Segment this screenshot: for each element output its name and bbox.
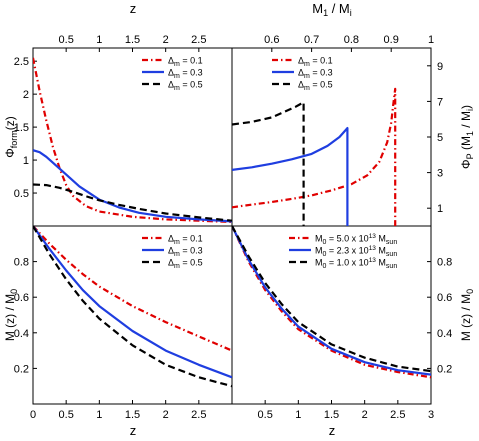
x-tick-label: 1: [428, 34, 434, 46]
y-tick-label: 0.6: [437, 292, 452, 304]
series-line-1: [33, 226, 232, 352]
y-tick-label: 1: [437, 203, 443, 215]
x-tick-label: 2.5: [390, 409, 405, 421]
series-line-2: [33, 226, 232, 379]
top-right-axis-title-main: M: [312, 1, 323, 16]
panel-top-right: 0.6 0.7 0.8 0.9 1 1 3 5 7 9 Δm = 0.1Δm = 0.3Δm = 0…: [232, 34, 443, 226]
x-tick-label: 2: [163, 409, 169, 421]
y-tick-label: 0.2: [437, 363, 452, 375]
x-tick-label: 1: [295, 409, 301, 421]
y-tick-label: 5: [437, 132, 443, 144]
x-tick-label: 1: [96, 34, 102, 46]
series-line-3: [33, 226, 232, 388]
panel-bottom-right: 0.5 1 1.5 2 2.5 3 0.2 0.4 0.6 0.8 M0 = 5.0 x 1013 …: [232, 226, 452, 421]
top-left-axis-title: z: [130, 1, 137, 16]
legend-label: Δm = 0.1: [298, 56, 333, 69]
legend-top-left: Δm = 0.1Δm = 0.3Δm = 0.5: [142, 56, 203, 93]
series-line-1: [33, 57, 232, 224]
legend-bottom-left: Δm = 0.1Δm = 0.3Δm = 0.5: [142, 234, 203, 271]
y-tick-label: 0.5: [14, 188, 29, 200]
legend-label: M0 = 2.3 x 1013 Msun: [315, 245, 397, 258]
x-tick-label: 0.5: [59, 34, 74, 46]
x-tick-label: 0.9: [384, 34, 399, 46]
y-tick-label: 2: [23, 89, 29, 101]
legend-label: Δm = 0.3: [168, 246, 203, 259]
top-right-axis-title-sub-den: i: [350, 8, 352, 18]
x-tick-label: 1: [96, 409, 102, 421]
top-right-axis-title-sep: / M: [328, 1, 350, 16]
top-right-axis-title-sub-num: 1: [323, 8, 328, 18]
legend-label: Δm = 0.5: [168, 80, 203, 93]
y-tick-label: 0.8: [14, 257, 29, 269]
x-tick-label: 1.5: [324, 409, 339, 421]
series-line-3: [33, 183, 232, 222]
x-tick-label: 2: [163, 34, 169, 46]
y-tick-label: 1: [23, 155, 29, 167]
y-tick-label: 3: [437, 168, 443, 180]
y-tick-label: 1.5: [14, 122, 29, 134]
legend-label: Δm = 0.5: [298, 80, 333, 93]
legend-label: M0 = 5.0 x 1013 Msun: [315, 233, 397, 246]
legend-label: Δm = 0.3: [168, 68, 203, 81]
series-line-2: [232, 127, 349, 226]
x-tick-label: 0.6: [264, 34, 279, 46]
series-line-2: [232, 226, 431, 376]
x-tick-label: 2: [362, 409, 368, 421]
x-tick-label: 0.7: [304, 34, 319, 46]
legend-label: Δm = 0.1: [168, 56, 203, 69]
panel-top-left: 0.5 1 1.5 2 2.5 0.5 1 1.5 2 2.5 Δm = 0.1Δm = 0.3Δm…: [14, 34, 232, 224]
y-tick-label: 0.6: [14, 292, 29, 304]
x-tick-label: 0.5: [59, 409, 74, 421]
legend-label: Δm = 0.1: [168, 234, 203, 247]
y-tick-label: 0.8: [437, 257, 452, 269]
y-tick-label: 0.4: [437, 328, 452, 340]
panel-bottom-left: 0 0.5 1 1.5 2 2.5 0.2 0.4 0.6 0.8 Δm = 0.1Δm = 0.3…: [14, 226, 232, 421]
x-tick-label: 0.5: [258, 409, 273, 421]
bottom-right-axis-title: z: [329, 423, 336, 438]
legend-label: Δm = 0.5: [168, 258, 203, 271]
x-tick-label: 2.5: [191, 409, 206, 421]
x-tick-label: 1.5: [125, 409, 140, 421]
series-line-1: [232, 87, 397, 226]
panels: 0.5 1 1.5 2 2.50.511.522.5 Δm = 0.1Δm = 0.3Δm…: [14, 34, 453, 421]
y-tick-label: 9: [437, 61, 443, 73]
legend-top-right: Δm = 0.1Δm = 0.3Δm = 0.5: [272, 56, 333, 93]
bottom-right-ylabel: M (z) / M0: [459, 289, 475, 341]
y-tick-label: 0.2: [14, 363, 29, 375]
series-line-3: [232, 226, 431, 373]
x-tick-label: 2.5: [191, 34, 206, 46]
y-tick-label: 2.5: [14, 56, 29, 68]
top-right-ylabel: ΦP (M1 / Mi): [459, 105, 475, 169]
legend-label: Δm = 0.3: [298, 68, 333, 81]
series-line-2: [33, 149, 232, 223]
x-tick-label: 0: [30, 409, 36, 421]
x-tick-label: 0.8: [344, 34, 359, 46]
y-tick-label: 0.4: [14, 328, 29, 340]
bottom-left-ylabel: M (z) / M0: [3, 289, 19, 341]
y-tick-label: 7: [437, 96, 443, 108]
x-tick-label: 1.5: [125, 34, 140, 46]
legend-label: M0 = 1.0 x 1013 Msun: [315, 257, 397, 270]
top-right-axis-title: M1 / Mi: [312, 1, 352, 18]
bottom-left-axis-title: z: [130, 423, 137, 438]
x-tick-label: 3: [428, 409, 434, 421]
